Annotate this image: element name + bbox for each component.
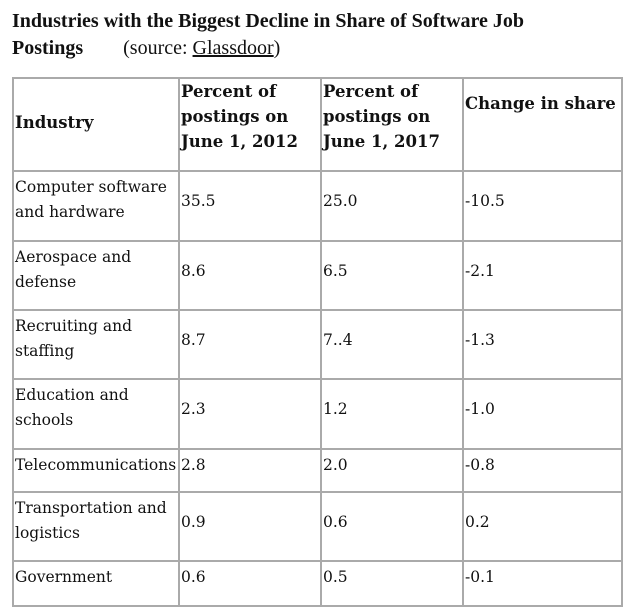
table-row: Telecommunications 2.8 2.0 -0.8 [12, 448, 623, 493]
percent-2017-cell: 6.5 [320, 240, 464, 311]
header-2017: Percent of postings on June 1, 2017 [320, 77, 464, 172]
percent-2012-cell: 35.5 [178, 170, 322, 242]
change-cell: -1.3 [462, 309, 623, 380]
percent-2017-cell: 7..4 [320, 309, 464, 380]
industry-cell: Telecommunications [12, 448, 180, 493]
percent-2017-cell: 0.6 [320, 491, 464, 562]
percent-2017-cell: 0.5 [320, 560, 464, 607]
table-row: Education and schools 2.3 1.2 -1.0 [12, 378, 623, 450]
percent-2012-cell: 0.9 [178, 491, 322, 562]
table-row: Government 0.6 0.5 -0.1 [12, 560, 623, 607]
industry-cell: Aerospace and defense [12, 240, 180, 311]
industry-cell: Education and schools [12, 378, 180, 450]
glassdoor-link[interactable]: Glassdoor [192, 37, 274, 59]
industries-table: Industry Percent of postings on June 1, … [12, 77, 623, 607]
industry-cell: Recruiting and staffing [12, 309, 180, 380]
industry-cell: Transportation and logistics [12, 491, 180, 562]
title-text: Industries with the Biggest Decline in S… [12, 10, 525, 59]
header-change: Change in share [462, 77, 623, 172]
header-row: Industry Percent of postings on June 1, … [12, 77, 623, 172]
header-industry: Industry [12, 77, 180, 172]
percent-2012-cell: 2.8 [178, 448, 322, 493]
change-cell: -2.1 [462, 240, 623, 311]
source-suffix: ) [273, 37, 281, 59]
header-2012: Percent of postings on June 1, 2012 [178, 77, 322, 172]
percent-2017-cell: 25.0 [320, 170, 464, 242]
percent-2012-cell: 8.7 [178, 309, 322, 380]
percent-2017-cell: 2.0 [320, 448, 464, 493]
change-cell: -0.1 [462, 560, 623, 607]
change-cell: -1.0 [462, 378, 623, 450]
table-row: Transportation and logistics 0.9 0.6 0.2 [12, 491, 623, 562]
industry-cell: Computer software and hardware [12, 170, 180, 242]
table-row: Aerospace and defense 8.6 6.5 -2.1 [12, 240, 623, 311]
change-cell: 0.2 [462, 491, 623, 562]
change-cell: -0.8 [462, 448, 623, 493]
percent-2012-cell: 0.6 [178, 560, 322, 607]
source-note: (source: Glassdoor) [123, 37, 280, 59]
percent-2012-cell: 8.6 [178, 240, 322, 311]
table-row: Computer software and hardware 35.5 25.0 -1… [12, 170, 623, 242]
table-title: Industries with the Biggest Decline in S… [12, 8, 622, 62]
change-cell: -10.5 [462, 170, 623, 242]
industry-cell: Government [12, 560, 180, 607]
source-prefix: (source: [123, 37, 193, 59]
percent-2017-cell: 1.2 [320, 378, 464, 450]
table-row: Recruiting and staffing 8.7 7..4 -1.3 [12, 309, 623, 380]
percent-2012-cell: 2.3 [178, 378, 322, 450]
